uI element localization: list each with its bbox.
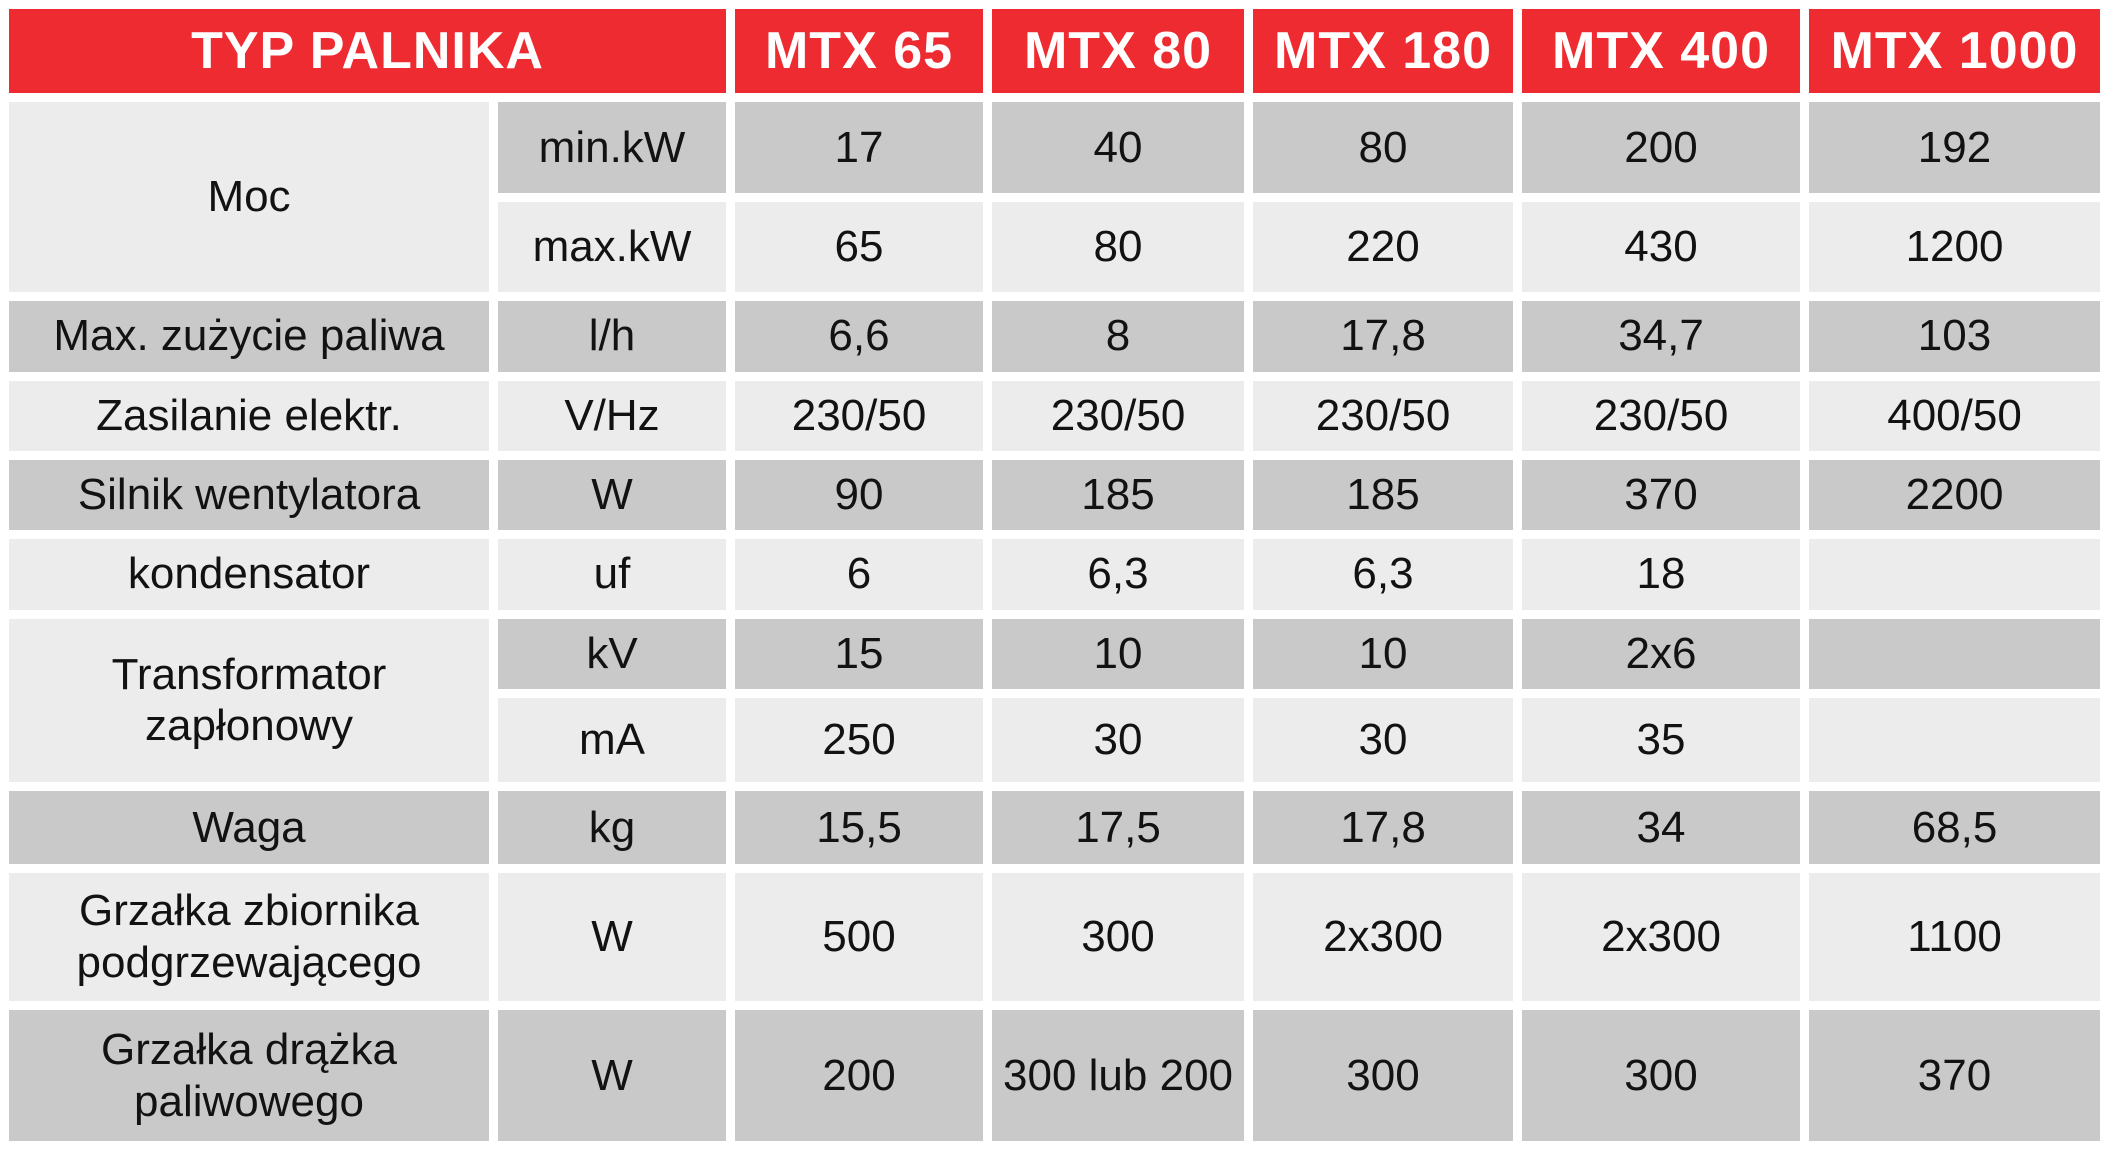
value-cell: 185	[992, 459, 1245, 531]
value-cell: 10	[1253, 618, 1514, 689]
param-label-transformator-zaplonowy: Transformator zapłonowy	[9, 618, 489, 783]
value-cell: 2x300	[1253, 872, 1514, 1002]
value-cell: 500	[735, 872, 984, 1002]
value-cell: 2200	[1809, 459, 2101, 531]
table-row: Zasilanie elektr. V/Hz 230/50 230/50 230…	[9, 380, 2101, 451]
table-row: max.kW 65 80 220 430 1200	[9, 201, 2101, 293]
table-row: Silnik wentylatora W 90 185 185 370 2200	[9, 459, 2101, 531]
value-cell: 17,5	[992, 791, 1245, 864]
value-cell: 192	[1809, 102, 2101, 193]
value-cell: 30	[1253, 697, 1514, 783]
value-cell: 65	[735, 201, 984, 293]
value-cell: 430	[1522, 201, 1801, 293]
value-cell: 300	[1522, 1010, 1801, 1141]
value-cell: 200	[1522, 102, 1801, 193]
unit-label: max.kW	[498, 201, 727, 293]
value-cell: 400/50	[1809, 380, 2101, 451]
column-header-mtx-180: MTX 180	[1253, 9, 1514, 94]
table-row: Transformator zapłonowy kV 15 10 10 2x6	[9, 618, 2101, 783]
param-label-max-zuzycie-paliwa: Max. zużycie paliwa	[9, 301, 489, 372]
column-header-mtx-1000: MTX 1000	[1809, 9, 2101, 94]
value-cell: 230/50	[735, 380, 984, 451]
value-cell	[1809, 697, 2101, 783]
table-row: Grzałka zbiornika podgrzewającego W 500 …	[9, 872, 2101, 1002]
value-cell: 103	[1809, 301, 2101, 372]
value-cell: 15	[735, 618, 984, 689]
value-cell: 185	[1253, 459, 1514, 531]
unit-label: l/h	[498, 301, 727, 372]
unit-label: min.kW	[498, 102, 727, 193]
column-header-mtx-80: MTX 80	[992, 9, 1245, 94]
value-cell: 34,7	[1522, 301, 1801, 372]
corner-header: TYP PALNIKA	[9, 9, 727, 94]
value-cell: 90	[735, 459, 984, 531]
value-cell: 10	[992, 618, 1245, 689]
value-cell: 230/50	[1522, 380, 1801, 451]
param-label-grzalka-drazka: Grzałka drążka paliwowego	[9, 1010, 489, 1141]
param-label-waga: Waga	[9, 791, 489, 864]
value-cell: 1200	[1809, 201, 2101, 293]
value-cell: 1100	[1809, 872, 2101, 1002]
value-cell: 15,5	[735, 791, 984, 864]
unit-label: W	[498, 459, 727, 531]
value-cell: 68,5	[1809, 791, 2101, 864]
value-cell: 30	[992, 697, 1245, 783]
unit-label: V/Hz	[498, 380, 727, 451]
column-header-mtx-65: MTX 65	[735, 9, 984, 94]
table-row: Moc min.kW 17 40 80 200 192	[9, 102, 2101, 293]
value-cell: 80	[992, 201, 1245, 293]
unit-label: W	[498, 872, 727, 1002]
value-cell: 300	[1253, 1010, 1514, 1141]
value-cell: 17,8	[1253, 301, 1514, 372]
value-cell: 34	[1522, 791, 1801, 864]
value-cell: 370	[1809, 1010, 2101, 1141]
value-cell: 200	[735, 1010, 984, 1141]
unit-label: kg	[498, 791, 727, 864]
value-cell: 370	[1522, 459, 1801, 531]
value-cell: 6	[735, 539, 984, 610]
param-label-grzalka-zbiornika: Grzałka zbiornika podgrzewającego	[9, 872, 489, 1002]
value-cell: 6,3	[1253, 539, 1514, 610]
value-cell: 80	[1253, 102, 1514, 193]
value-cell: 17,8	[1253, 791, 1514, 864]
unit-label: mA	[498, 697, 727, 783]
value-cell: 2x6	[1522, 618, 1801, 689]
table-row: kondensator uf 6 6,3 6,3 18	[9, 539, 2101, 610]
value-cell: 6,6	[735, 301, 984, 372]
table-row: mA 250 30 30 35	[9, 697, 2101, 783]
header-row: TYP PALNIKA MTX 65 MTX 80 MTX 180 MTX 40…	[9, 9, 2101, 94]
value-cell: 230/50	[1253, 380, 1514, 451]
value-cell: 230/50	[992, 380, 1245, 451]
table-row: Grzałka drążka paliwowego W 200 300 lub …	[9, 1010, 2101, 1141]
unit-label: kV	[498, 618, 727, 689]
value-cell: 18	[1522, 539, 1801, 610]
value-cell: 6,3	[992, 539, 1245, 610]
value-cell	[1809, 539, 2101, 610]
unit-label: W	[498, 1010, 727, 1141]
column-header-mtx-400: MTX 400	[1522, 9, 1801, 94]
unit-label: uf	[498, 539, 727, 610]
value-cell: 40	[992, 102, 1245, 193]
value-cell: 17	[735, 102, 984, 193]
value-cell: 2x300	[1522, 872, 1801, 1002]
value-cell: 35	[1522, 697, 1801, 783]
value-cell: 220	[1253, 201, 1514, 293]
value-cell: 250	[735, 697, 984, 783]
table-row: Max. zużycie paliwa l/h 6,6 8 17,8 34,7 …	[9, 301, 2101, 372]
value-cell	[1809, 618, 2101, 689]
param-label-kondensator: kondensator	[9, 539, 489, 610]
param-label-moc: Moc	[9, 102, 489, 293]
param-label-zasilanie-elektr: Zasilanie elektr.	[9, 380, 489, 451]
value-cell: 300 lub 200	[992, 1010, 1245, 1141]
table-row: Waga kg 15,5 17,5 17,8 34 68,5	[9, 791, 2101, 864]
param-label-silnik-wentylatora: Silnik wentylatora	[9, 459, 489, 531]
value-cell: 8	[992, 301, 1245, 372]
value-cell: 300	[992, 872, 1245, 1002]
